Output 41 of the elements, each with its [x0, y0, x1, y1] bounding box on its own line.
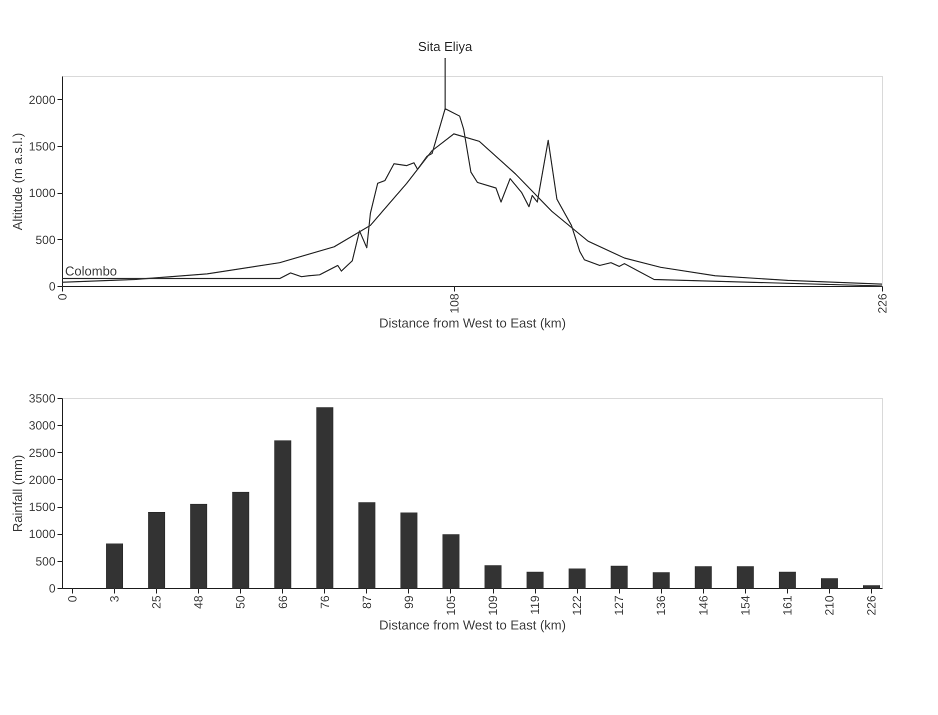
x-tick-label: 109: [486, 595, 500, 616]
x-tick-label: 136: [654, 595, 668, 616]
x-tick-label: 99: [402, 595, 416, 609]
x-tick-label: 48: [192, 595, 206, 609]
x-tick-label: 161: [780, 595, 794, 616]
x-tick-label: 76: [318, 595, 332, 609]
y-tick-label: 3500: [28, 392, 56, 406]
x-tick-label: 3: [108, 595, 122, 602]
y-tick-label: 1500: [28, 140, 56, 154]
y-tick-label: 3000: [28, 418, 56, 433]
x-axis-title: Distance from West to East (km): [379, 618, 566, 633]
y-tick-label: 1000: [28, 527, 56, 542]
annotation: Sita Eliya: [418, 39, 474, 54]
x-tick-label: 146: [696, 595, 710, 616]
x-axis-title: Distance from West to East (km): [379, 316, 566, 331]
y-tick-label: 2000: [28, 472, 56, 487]
x-tick-label: 108: [447, 293, 462, 314]
x-tick-label: 66: [276, 595, 290, 609]
y-tick-label: 500: [35, 554, 56, 568]
y-tick-label: 1500: [28, 500, 56, 514]
x-tick-label: 122: [570, 595, 584, 616]
annotation: Colombo: [65, 264, 118, 279]
x-tick-label: 25: [150, 595, 164, 609]
x-tick-label: 119: [528, 595, 542, 615]
y-tick-label: 2500: [28, 446, 56, 460]
x-tick-label: 226: [876, 293, 890, 314]
x-tick-label: 50: [234, 595, 248, 609]
y-axis-title: Rainfall (mm): [10, 454, 25, 532]
x-tick-label: 226: [864, 595, 878, 616]
x-tick-label: 87: [360, 595, 374, 609]
x-tick-label: 210: [822, 595, 836, 616]
x-tick-label: 105: [444, 595, 458, 616]
y-tick-label: 500: [35, 232, 56, 247]
y-tick-label: 0: [48, 280, 56, 294]
x-tick-label: 0: [66, 595, 80, 602]
x-tick-label: 127: [612, 595, 626, 616]
x-tick-label: 154: [738, 595, 752, 616]
y-tick-label: 2000: [28, 92, 56, 107]
y-axis-title: Altitude (m a.s.l.): [10, 132, 25, 230]
y-tick-label: 1000: [28, 186, 56, 200]
x-tick-label: 0: [56, 293, 70, 300]
